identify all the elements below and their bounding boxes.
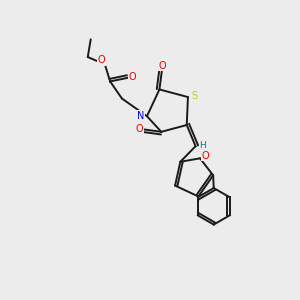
Text: H: H xyxy=(200,140,206,149)
Text: O: O xyxy=(98,55,105,65)
Text: O: O xyxy=(128,72,136,82)
Text: N: N xyxy=(137,111,144,121)
Text: O: O xyxy=(159,61,166,71)
Text: O: O xyxy=(136,124,143,134)
Text: O: O xyxy=(202,151,209,161)
Text: S: S xyxy=(191,91,197,100)
